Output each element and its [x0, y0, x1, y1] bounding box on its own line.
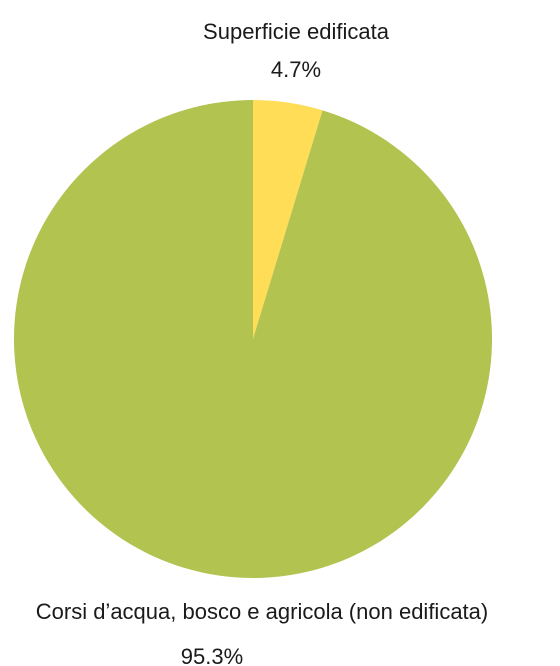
- slice-label-superficie-edificata: Superficie edificata: [203, 19, 390, 44]
- slice-value-non-edificata: 95.3%: [181, 644, 243, 666]
- slice-value-superficie-edificata: 4.7%: [271, 57, 321, 82]
- pie-slice-1: [13, 100, 492, 578]
- slice-label-non-edificata: Corsi d’acqua, bosco e agricola (non edi…: [36, 599, 488, 624]
- pie-slice-0: [253, 100, 323, 339]
- pie-slices: [13, 100, 492, 578]
